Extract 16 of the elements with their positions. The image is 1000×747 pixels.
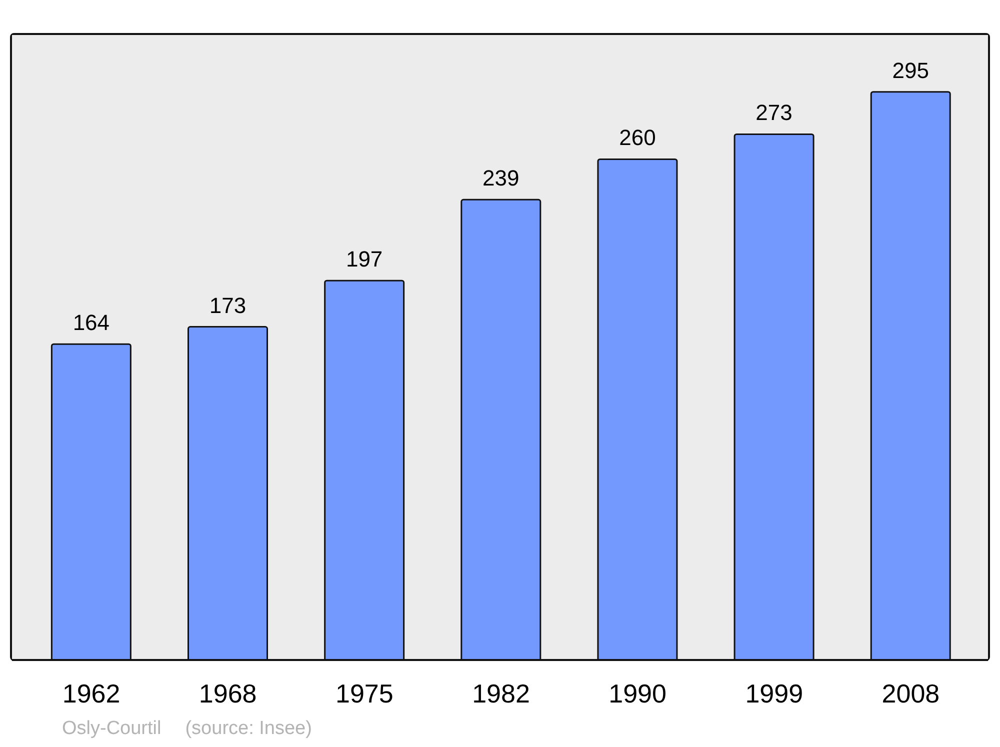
x-tick-label: 1982	[472, 678, 530, 708]
data-label: 239	[482, 166, 520, 191]
data-label: 173	[209, 292, 246, 318]
x-tick-label: 1962	[62, 678, 120, 708]
data-label: 295	[892, 58, 929, 83]
x-tick-label: 1968	[198, 678, 257, 708]
data-label: 260	[619, 125, 656, 150]
x-tick-label: 1990	[608, 678, 666, 708]
text: (source: Insee)	[185, 718, 312, 739]
data-label: 273	[756, 100, 792, 126]
x-tick-label: 1999	[745, 678, 804, 708]
data-label: 197	[346, 246, 383, 272]
text: Osly-Courtil	[62, 718, 162, 739]
x-tick-label: 2008	[882, 678, 940, 708]
x-tick-label: 1975	[336, 678, 394, 708]
data-label: 164	[72, 310, 110, 336]
